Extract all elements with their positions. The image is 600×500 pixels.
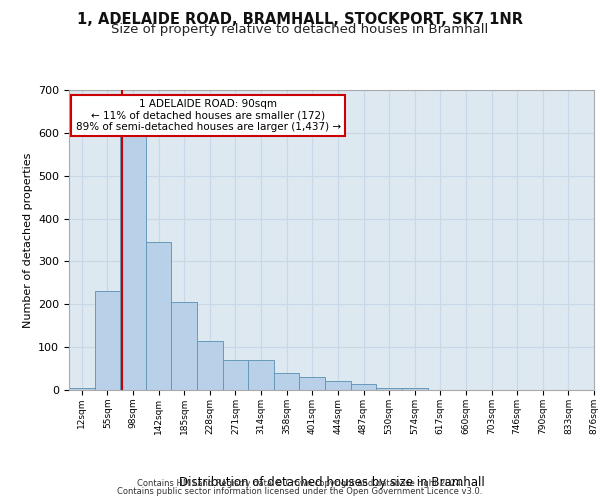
Bar <box>351 384 376 390</box>
Bar <box>95 292 120 390</box>
Text: 1, ADELAIDE ROAD, BRAMHALL, STOCKPORT, SK7 1NR: 1, ADELAIDE ROAD, BRAMHALL, STOCKPORT, S… <box>77 12 523 28</box>
Text: Contains public sector information licensed under the Open Government Licence v3: Contains public sector information licen… <box>118 487 482 496</box>
Bar <box>299 377 325 390</box>
Text: 1 ADELAIDE ROAD: 90sqm
← 11% of detached houses are smaller (172)
89% of semi-de: 1 ADELAIDE ROAD: 90sqm ← 11% of detached… <box>76 99 341 132</box>
Bar <box>197 340 223 390</box>
Text: Contains HM Land Registry data © Crown copyright and database right 2024.: Contains HM Land Registry data © Crown c… <box>137 478 463 488</box>
Bar <box>146 242 172 390</box>
Text: Size of property relative to detached houses in Bramhall: Size of property relative to detached ho… <box>112 22 488 36</box>
Bar <box>325 382 351 390</box>
Bar <box>69 388 95 390</box>
Bar <box>274 373 299 390</box>
Bar <box>402 388 428 390</box>
Bar <box>376 388 402 390</box>
Bar <box>120 116 146 390</box>
Bar <box>248 360 274 390</box>
X-axis label: Distribution of detached houses by size in Bramhall: Distribution of detached houses by size … <box>179 476 484 488</box>
Bar <box>172 302 197 390</box>
Y-axis label: Number of detached properties: Number of detached properties <box>23 152 32 328</box>
Bar <box>223 360 248 390</box>
